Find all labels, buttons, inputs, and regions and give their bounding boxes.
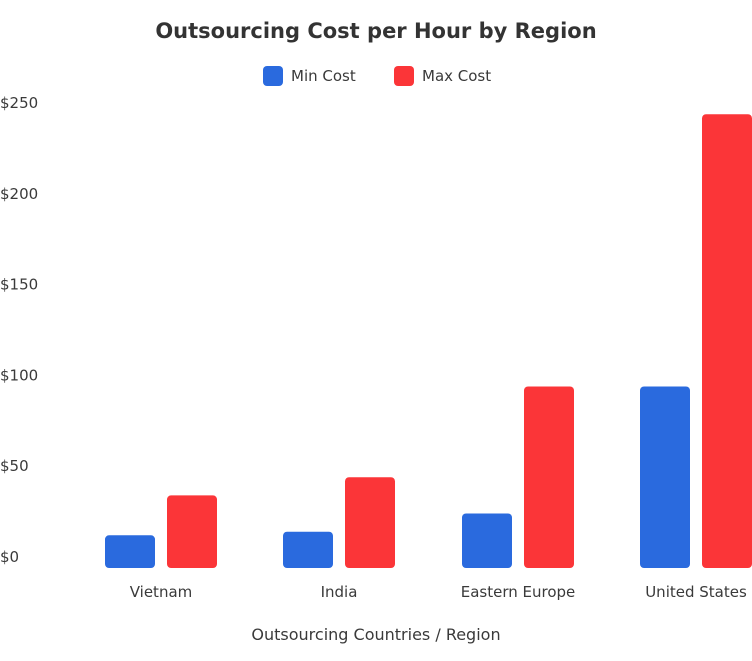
bar-max-cost-eastern-europe xyxy=(524,386,574,568)
bar-max-cost-united-states xyxy=(702,114,752,568)
bar-min-cost-vietnam xyxy=(105,535,155,568)
bars xyxy=(105,114,752,568)
x-tick-label: United States xyxy=(645,583,747,601)
bar-min-cost-united-states xyxy=(640,386,690,568)
x-tick-label: India xyxy=(321,583,358,601)
y-tick-label: $0 xyxy=(0,548,19,566)
y-axis-ticks: $0 $50 $100 $150 $200 $250 xyxy=(0,94,38,566)
y-tick-label: $150 xyxy=(0,276,38,294)
legend-label-min-cost: Min Cost xyxy=(291,67,356,85)
chart-title: Outsourcing Cost per Hour by Region xyxy=(155,19,596,43)
bar-min-cost-eastern-europe xyxy=(462,513,512,568)
x-axis-label: Outsourcing Countries / Region xyxy=(251,625,500,644)
x-tick-label: Vietnam xyxy=(130,583,193,601)
y-tick-label: $200 xyxy=(0,185,38,203)
legend-swatch-max-cost xyxy=(394,66,414,86)
x-axis-ticks: Vietnam India Eastern Europe United States xyxy=(130,583,747,601)
bar-max-cost-india xyxy=(345,477,395,568)
bar-max-cost-vietnam xyxy=(167,495,217,568)
y-tick-label: $250 xyxy=(0,94,38,112)
legend-label-max-cost: Max Cost xyxy=(422,67,491,85)
legend-swatch-min-cost xyxy=(263,66,283,86)
legend: Min Cost Max Cost xyxy=(263,66,491,86)
y-tick-label: $50 xyxy=(0,457,29,475)
y-tick-label: $100 xyxy=(0,367,38,385)
x-tick-label: Eastern Europe xyxy=(461,583,576,601)
bar-min-cost-india xyxy=(283,531,333,568)
